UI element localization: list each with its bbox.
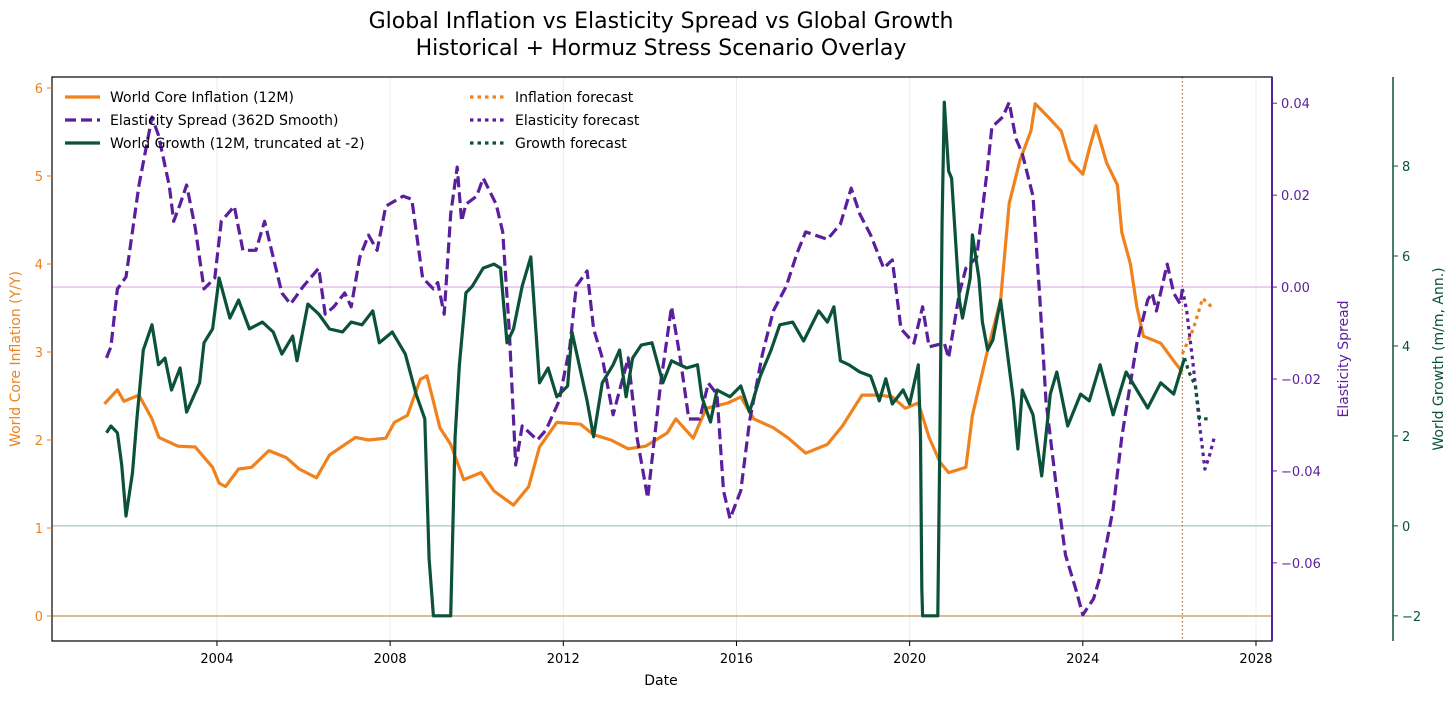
chart-title-line-1: Global Inflation vs Elasticity Spread vs…: [369, 9, 954, 34]
x-tick-label: 2020: [893, 652, 926, 667]
legend-label: World Growth (12M, truncated at -2): [110, 136, 365, 152]
x-axis-ticks: 2004 2008 2012 2016 2020 2024 2028: [200, 641, 1273, 667]
series-line-elasticity-spread-362d-smooth: [105, 100, 1184, 617]
elasticity-axis-label: Elasticity Spread: [1336, 300, 1352, 417]
x-tick-label: 2028: [1239, 652, 1272, 667]
inflation-tick-label: 4: [35, 258, 43, 273]
elasticity-axis-ticks: −0.06 −0.04 −0.02 0.00 0.02 0.04: [1272, 97, 1321, 572]
x-tick-label: 2012: [547, 652, 580, 667]
x-gridlines: [216, 77, 1257, 641]
legend-label: Elasticity forecast: [515, 113, 640, 129]
inflation-axis-ticks: 0 1 2 3 4 5 6: [35, 82, 52, 625]
reference-lines: [52, 77, 1272, 641]
growth-tick-label: 2: [1402, 430, 1410, 445]
x-tick-label: 2004: [200, 652, 233, 667]
inflation-tick-label: 0: [35, 610, 43, 625]
inflation-tick-label: 1: [35, 522, 43, 537]
inflation-tick-label: 2: [35, 434, 43, 449]
elasticity-tick-label: −0.06: [1281, 557, 1321, 572]
growth-tick-label: 6: [1402, 250, 1410, 265]
growth-tick-label: 4: [1402, 340, 1410, 355]
growth-tick-label: −2: [1402, 610, 1421, 625]
inflation-tick-label: 3: [35, 346, 43, 361]
elasticity-tick-label: 0.02: [1281, 189, 1310, 204]
plot-frame: [51, 76, 1273, 642]
x-axis-label: Date: [644, 673, 677, 689]
growth-axis-label: World Growth (m/m, Ann.): [1431, 267, 1447, 450]
growth-axis-ticks: −2 0 2 4 6 8: [1393, 160, 1421, 625]
x-tick-label: 2016: [720, 652, 753, 667]
legend-label: Growth forecast: [515, 136, 627, 152]
legend-label: World Core Inflation (12M): [110, 90, 294, 106]
series-line-world-growth-12m-truncated-at-2: [105, 100, 1187, 618]
growth-tick-label: 0: [1402, 520, 1410, 535]
inflation-tick-label: 6: [35, 82, 43, 97]
chart-title-line-2: Historical + Hormuz Stress Scenario Over…: [416, 36, 907, 61]
elasticity-tick-label: −0.02: [1281, 373, 1321, 388]
series-line-growth-forecast: [1182, 357, 1209, 421]
legend: World Core Inflation (12M) Elasticity Spr…: [65, 90, 640, 152]
series-lines: [103, 100, 1217, 618]
inflation-tick-label: 5: [35, 170, 43, 185]
elasticity-tick-label: −0.04: [1281, 465, 1321, 480]
x-tick-label: 2008: [374, 652, 407, 667]
elasticity-tick-label: 0.04: [1281, 97, 1310, 112]
series-line-elasticity-forecast: [1180, 288, 1217, 471]
elasticity-tick-label: 0.00: [1281, 281, 1310, 296]
legend-label: Elasticity Spread (362D Smooth): [110, 113, 338, 129]
x-tick-label: 2024: [1066, 652, 1099, 667]
growth-tick-label: 8: [1402, 160, 1410, 175]
series-line-world-core-inflation-12m: [103, 102, 1184, 507]
legend-label: Inflation forecast: [515, 90, 634, 106]
inflation-axis-label: World Core Inflation (Y/Y): [8, 271, 24, 447]
